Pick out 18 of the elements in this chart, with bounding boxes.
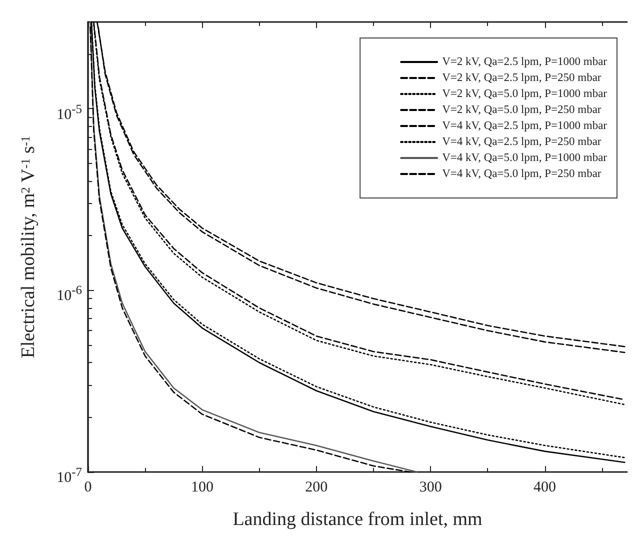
- y-tick-label: 10$^{-6}$: [56, 282, 82, 304]
- legend-label: V=2 kV, Qa=2.5 lpm, P=250 mbar: [442, 72, 602, 84]
- legend-label: V=4 kV, Qa=5.0 lpm, P=1000 mbar: [442, 152, 608, 164]
- x-tick-label: 200: [305, 480, 328, 496]
- legend-label: V=2 kV, Qa=5.0 lpm, P=1000 mbar: [442, 88, 608, 100]
- legend-label: V=2 kV, Qa=5.0 lpm, P=250 mbar: [442, 104, 602, 116]
- legend-label: V=4 kV, Qa=2.5 lpm, P=1000 mbar: [442, 120, 608, 132]
- x-tick-label: 400: [534, 480, 556, 496]
- y-axis-title: Electrical mobility, m2 V-1 s-1: [18, 136, 39, 358]
- x-axis-title: Landing distance from inlet, mm: [232, 509, 483, 530]
- legend-label: V=4 kV, Qa=5.0 lpm, P=250 mbar: [442, 168, 602, 180]
- legend-label: V=2 kV, Qa=2.5 lpm, P=1000 mbar: [442, 56, 608, 68]
- legend-label: V=4 kV, Qa=2.5 lpm, P=250 mbar: [442, 136, 602, 148]
- x-tick-label: 300: [419, 480, 442, 496]
- x-tick-label: 100: [190, 480, 214, 496]
- y-tick-label: 10$^{-5}$: [56, 100, 82, 123]
- x-tick-label: 0: [84, 480, 92, 496]
- y-tick-label: 10$^{-7}$: [56, 464, 82, 486]
